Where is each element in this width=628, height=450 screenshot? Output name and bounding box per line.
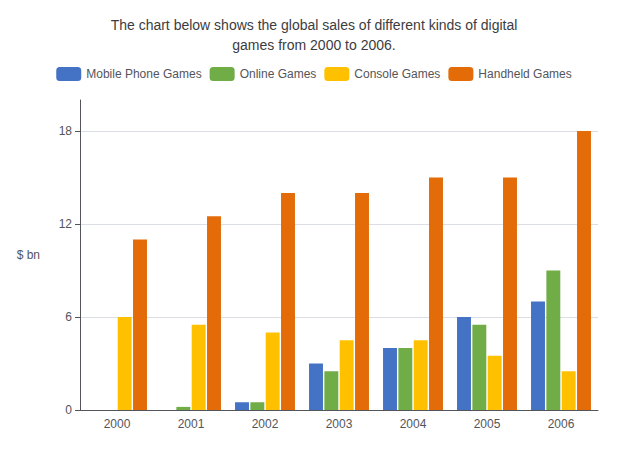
- svg-text:2006: 2006: [548, 417, 575, 431]
- svg-text:2005: 2005: [474, 417, 501, 431]
- svg-text:The chart below shows the glob: The chart below shows the global sales o…: [111, 17, 518, 33]
- svg-text:$ bn: $ bn: [17, 248, 40, 262]
- svg-text:Handheld Games: Handheld Games: [478, 67, 571, 81]
- svg-text:2000: 2000: [104, 417, 131, 431]
- svg-text:2002: 2002: [252, 417, 279, 431]
- svg-text:2001: 2001: [178, 417, 205, 431]
- svg-text:games from 2000 to 2006.: games from 2000 to 2006.: [232, 37, 395, 53]
- svg-text:6: 6: [65, 310, 72, 324]
- svg-text:12: 12: [59, 217, 73, 231]
- svg-text:0: 0: [65, 403, 72, 417]
- svg-text:Online Games: Online Games: [240, 67, 317, 81]
- svg-text:Mobile Phone Games: Mobile Phone Games: [86, 67, 201, 81]
- svg-text:18: 18: [59, 124, 73, 138]
- svg-text:Console Games: Console Games: [354, 67, 440, 81]
- svg-text:2004: 2004: [400, 417, 427, 431]
- svg-text:2003: 2003: [326, 417, 353, 431]
